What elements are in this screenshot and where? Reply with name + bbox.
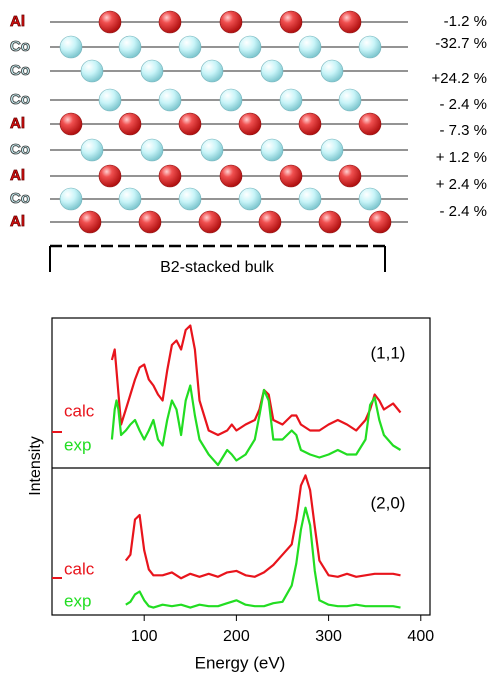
spacing-label: +24.2 % [432,70,487,87]
x-tick-label: 400 [407,628,434,645]
al-atom [59,112,83,136]
legend-label: exp [64,435,91,454]
layer-label: Co [10,91,30,108]
al-atom [258,210,282,234]
layer-label: Al [10,13,25,30]
al-atom [158,10,182,34]
al-atom [98,10,122,34]
panel-label: (2,0) [371,493,406,512]
al-atom [138,210,162,234]
curve-exp [125,506,401,609]
layer-label: Co [10,141,30,158]
x-tick-label: 200 [223,628,250,645]
co-atom [200,59,224,83]
co-atom [140,138,164,162]
layer-label: Al [10,115,25,132]
curve-exp [110,384,402,467]
al-atom [78,210,102,234]
co-atom [358,35,382,59]
spacing-label: - 2.4 % [439,203,487,220]
layer-label: Al [10,167,25,184]
spacing-label: - 7.3 % [439,122,487,139]
co-atom [279,88,303,112]
al-atom [238,112,262,136]
plot-frame [51,317,431,616]
x-tick-label: 300 [315,628,342,645]
co-atom [118,187,142,211]
al-atom [198,210,222,234]
co-atom [118,35,142,59]
co-atom [219,88,243,112]
curve-calc [110,324,402,437]
y-axis-label: Intensity [27,436,44,496]
al-atom [338,10,362,34]
al-atom [219,10,243,34]
al-atom [98,164,122,188]
x-tick-label: 100 [131,628,158,645]
al-atom [358,112,382,136]
co-atom [98,88,122,112]
layer-label: Co [10,190,30,207]
al-atom [219,164,243,188]
co-atom [178,35,202,59]
co-atom [358,187,382,211]
layer-label: Al [10,213,25,230]
co-atom [59,35,83,59]
co-atom [80,138,104,162]
co-atom [320,59,344,83]
al-atom [178,112,202,136]
spacing-label: + 2.4 % [436,176,487,193]
bulk-label: B2-stacked bulk [160,259,275,276]
co-atom [320,138,344,162]
al-atom [279,164,303,188]
al-atom [279,10,303,34]
al-atom [158,164,182,188]
co-atom [298,35,322,59]
legend-label: calc [64,401,95,420]
co-atom [298,187,322,211]
al-atom [298,112,322,136]
x-axis-label: Energy (eV) [195,653,286,672]
panel-label: (1,1) [371,343,406,362]
co-atom [140,59,164,83]
legend-label: exp [64,591,91,610]
co-atom [260,138,284,162]
co-atom [59,187,83,211]
spacing-label: - 2.4 % [439,96,487,113]
layer-label: Co [10,38,30,55]
co-atom [260,59,284,83]
co-atom [178,187,202,211]
co-atom [200,138,224,162]
co-atom [80,59,104,83]
al-atom [368,210,392,234]
al-atom [118,112,142,136]
co-atom [158,88,182,112]
al-atom [338,164,362,188]
spacing-label: -32.7 % [435,35,487,52]
spacing-label: + 1.2 % [436,149,487,166]
layer-label: Co [10,62,30,79]
curve-calc [124,474,401,580]
spacing-label: -1.2 % [444,13,487,30]
co-atom [338,88,362,112]
legend-label: calc [64,559,95,578]
co-atom [238,187,262,211]
bulk-bracket [49,244,386,272]
co-atom [238,35,262,59]
al-atom [318,210,342,234]
